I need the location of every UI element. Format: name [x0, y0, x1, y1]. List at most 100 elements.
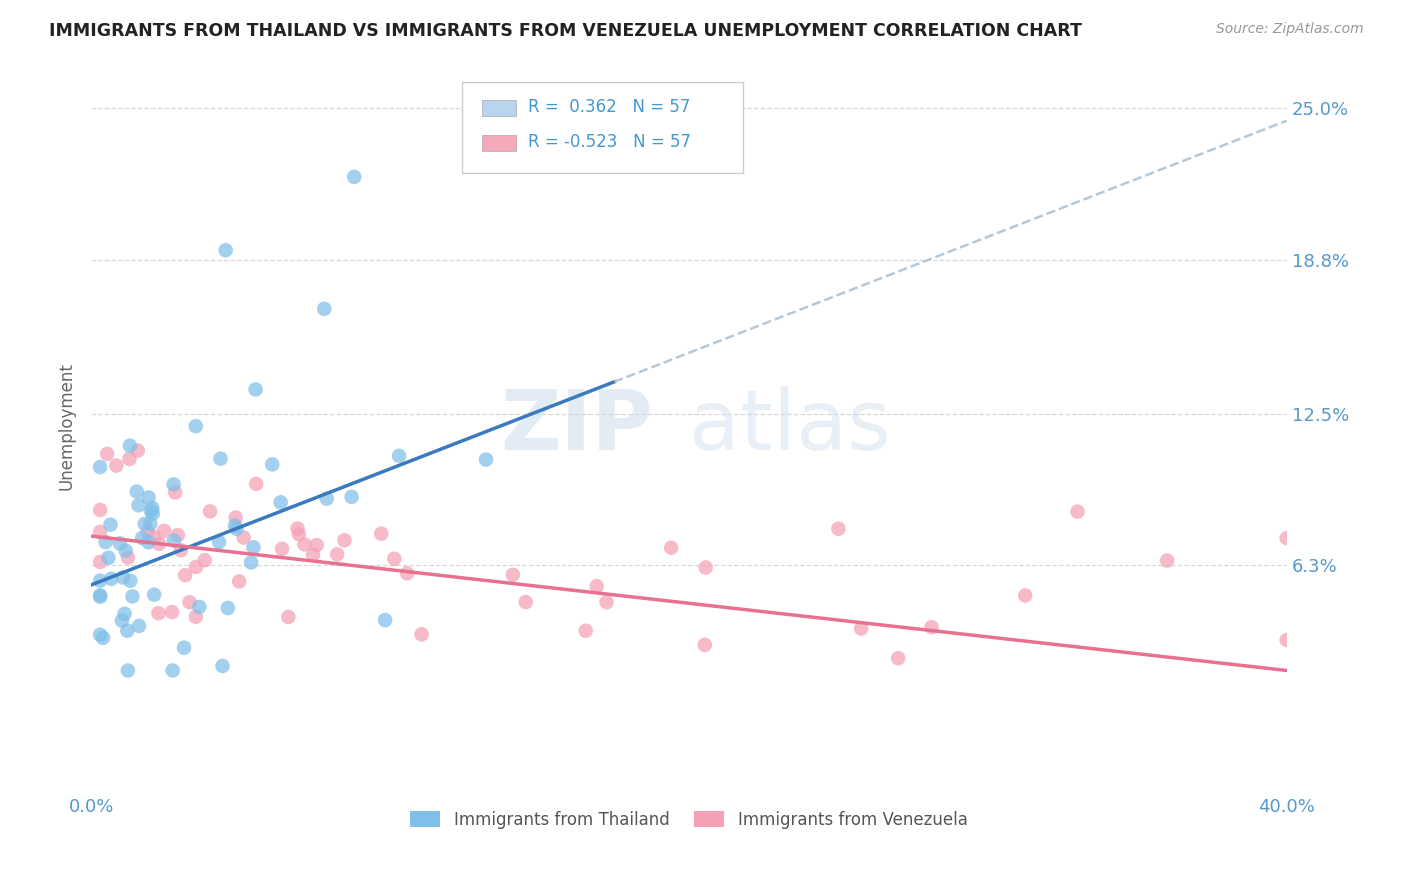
- Text: R = -0.523   N = 57: R = -0.523 N = 57: [527, 134, 690, 152]
- Point: [849, 622, 872, 636]
- Point: [162, 477, 184, 491]
- Point: [1275, 632, 1298, 647]
- Point: [693, 638, 716, 652]
- Point: [225, 522, 247, 536]
- FancyBboxPatch shape: [461, 81, 742, 173]
- Point: [105, 458, 128, 473]
- Point: [340, 490, 363, 504]
- Text: atlas: atlas: [689, 385, 890, 467]
- Point: [270, 495, 292, 509]
- Text: ZIP: ZIP: [501, 385, 652, 467]
- Point: [242, 541, 264, 555]
- Point: [198, 504, 221, 518]
- Point: [1275, 531, 1298, 545]
- Text: Source: ZipAtlas.com: Source: ZipAtlas.com: [1216, 22, 1364, 37]
- Point: [89, 524, 111, 539]
- Point: [131, 531, 153, 545]
- Point: [245, 476, 267, 491]
- Point: [315, 491, 337, 506]
- Point: [382, 551, 405, 566]
- Point: [326, 548, 349, 562]
- Point: [232, 531, 254, 545]
- Point: [173, 640, 195, 655]
- Point: [208, 535, 231, 549]
- Point: [114, 543, 136, 558]
- Point: [117, 664, 139, 678]
- Point: [214, 243, 236, 257]
- Point: [111, 570, 134, 584]
- Point: [128, 619, 150, 633]
- Point: [89, 503, 111, 517]
- Point: [89, 574, 111, 588]
- Point: [125, 484, 148, 499]
- Point: [165, 485, 187, 500]
- Point: [294, 537, 316, 551]
- Point: [127, 443, 149, 458]
- Point: [184, 560, 207, 574]
- Point: [184, 419, 207, 434]
- Point: [515, 595, 537, 609]
- Point: [121, 590, 143, 604]
- Point: [225, 510, 247, 524]
- Text: IMMIGRANTS FROM THAILAND VS IMMIGRANTS FROM VENEZUELA UNEMPLOYMENT CORRELATION C: IMMIGRANTS FROM THAILAND VS IMMIGRANTS F…: [49, 22, 1083, 40]
- Point: [136, 524, 159, 539]
- Point: [245, 383, 267, 397]
- Point: [1156, 553, 1178, 567]
- Point: [396, 566, 419, 581]
- Point: [153, 524, 176, 538]
- Point: [143, 588, 166, 602]
- Point: [141, 500, 163, 515]
- Point: [167, 528, 190, 542]
- Point: [118, 439, 141, 453]
- Point: [134, 516, 156, 531]
- Point: [148, 537, 170, 551]
- FancyBboxPatch shape: [482, 135, 516, 152]
- Point: [271, 541, 294, 556]
- Point: [370, 526, 392, 541]
- Point: [111, 614, 134, 628]
- Point: [108, 536, 131, 550]
- Legend: Immigrants from Thailand, Immigrants from Venezuela: Immigrants from Thailand, Immigrants fro…: [404, 805, 974, 836]
- Point: [1066, 505, 1088, 519]
- Point: [262, 458, 284, 472]
- Point: [184, 610, 207, 624]
- Point: [96, 447, 118, 461]
- Point: [305, 538, 328, 552]
- Point: [388, 449, 411, 463]
- Point: [585, 579, 607, 593]
- Point: [277, 610, 299, 624]
- Point: [333, 533, 356, 548]
- Point: [94, 535, 117, 549]
- Point: [97, 550, 120, 565]
- Point: [128, 498, 150, 512]
- Point: [114, 607, 136, 621]
- Point: [921, 620, 943, 634]
- Point: [89, 588, 111, 602]
- Point: [138, 535, 160, 549]
- Point: [1014, 589, 1036, 603]
- Point: [170, 543, 193, 558]
- Point: [139, 516, 162, 531]
- Point: [89, 555, 111, 569]
- Point: [887, 651, 910, 665]
- Point: [194, 553, 217, 567]
- Point: [595, 595, 617, 609]
- Point: [314, 301, 336, 316]
- Point: [89, 460, 111, 475]
- Point: [287, 522, 309, 536]
- Point: [143, 530, 166, 544]
- Point: [163, 533, 186, 548]
- Point: [117, 550, 139, 565]
- Point: [827, 522, 849, 536]
- Point: [179, 595, 201, 609]
- Point: [160, 605, 183, 619]
- Point: [89, 590, 111, 604]
- Point: [302, 548, 325, 562]
- Point: [575, 624, 598, 638]
- Point: [188, 599, 211, 614]
- Point: [138, 491, 160, 505]
- Point: [374, 613, 396, 627]
- Point: [117, 624, 139, 638]
- Point: [91, 631, 114, 645]
- Point: [695, 560, 717, 574]
